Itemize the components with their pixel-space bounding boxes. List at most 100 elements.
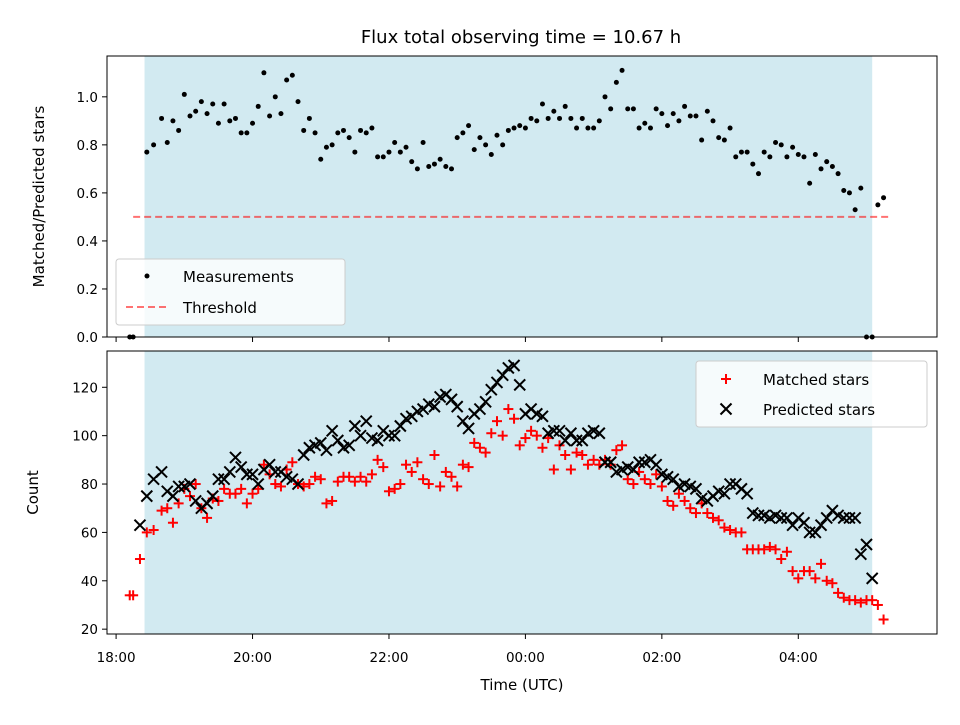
predicted-point	[627, 463, 640, 476]
predicted-point	[172, 480, 185, 493]
measurement-point	[630, 106, 636, 112]
predicted-point-b	[291, 477, 305, 491]
predicted-point-b	[314, 436, 327, 450]
predicted-point-b	[553, 424, 566, 438]
top-panel: 0.0 0.2 0.4 0.6 0.8 1.0 Matched/Predicted sta…	[30, 55, 938, 346]
top-y-axis-label: Matched/Predicted stars	[30, 106, 48, 288]
predicted-point-b	[678, 477, 691, 491]
predicted-point-b	[604, 456, 617, 469]
predicted-point-b	[536, 410, 549, 423]
predicted-point-b	[649, 458, 663, 471]
measurement-point	[528, 115, 534, 121]
predicted-point	[462, 422, 475, 435]
measurement-point	[613, 79, 619, 85]
predicted-point-b	[422, 398, 435, 411]
predicted-point-b	[860, 538, 873, 551]
predicted-point-b	[450, 400, 464, 413]
matched-point	[253, 483, 264, 494]
predicted-point-b	[803, 526, 816, 539]
measurement-point	[676, 118, 682, 124]
predicted-point	[667, 472, 680, 486]
top-axes-frame	[106, 55, 938, 338]
matched-point	[167, 517, 178, 528]
predicted-point	[689, 482, 703, 496]
measurement-point	[795, 151, 801, 157]
predicted-point-b	[394, 419, 407, 433]
predicted-point	[848, 511, 862, 525]
bottom-ytick-label: 60	[81, 525, 98, 541]
measurement-point	[295, 99, 301, 105]
matched-point	[725, 524, 736, 535]
matched-point	[304, 479, 315, 490]
matched-point	[202, 512, 213, 523]
predicted-point-b	[655, 468, 669, 481]
predicted-point	[166, 489, 180, 503]
predicted-point-b	[797, 516, 811, 529]
measurement-point	[363, 130, 369, 136]
predicted-point-b	[485, 383, 498, 396]
measurement-point	[176, 127, 182, 133]
matched-point	[258, 459, 269, 470]
predicted-point-b	[723, 477, 737, 491]
bottom-legend: Matched stars Predicted stars	[695, 360, 928, 428]
measurement-point	[449, 166, 455, 172]
measurement-point	[858, 185, 864, 191]
matched-point	[611, 445, 622, 456]
predicted-point	[394, 419, 407, 433]
top-legend: Measurements Threshold	[115, 258, 346, 326]
bottom-ytick-label: 40	[81, 574, 98, 590]
matched-point	[662, 495, 673, 506]
predicted-point	[348, 419, 362, 433]
predicted-point	[297, 448, 310, 462]
measurement-point	[778, 142, 784, 148]
matched-point	[781, 546, 792, 557]
measurement-point	[244, 130, 250, 136]
measurement-point	[505, 127, 511, 133]
matched-point	[497, 430, 508, 441]
legend-threshold-label: Threshold	[182, 299, 257, 317]
predicted-point-b	[865, 572, 879, 585]
predicted-point-b	[746, 506, 760, 520]
matched-point	[821, 575, 832, 586]
matched-point	[349, 476, 360, 487]
measurement-point	[477, 135, 483, 141]
matched-point	[622, 474, 633, 485]
measurement-point	[642, 120, 648, 126]
matched-point	[867, 595, 878, 606]
measurement-point	[215, 120, 221, 126]
matched-point	[548, 464, 559, 475]
measurement-point	[255, 103, 261, 109]
matched-point	[708, 512, 719, 523]
predicted-point	[496, 368, 509, 382]
xtick-label: 20:00	[233, 650, 272, 666]
measurement-point	[335, 130, 341, 136]
measurement-point	[380, 154, 386, 160]
measurement-point	[699, 137, 705, 143]
matched-point	[804, 566, 815, 577]
predicted-point	[649, 458, 663, 471]
matched-point	[855, 597, 866, 608]
predicted-point	[780, 511, 794, 525]
predicted-point	[252, 477, 265, 491]
measurement-point	[159, 115, 165, 121]
measurement-point	[369, 125, 375, 131]
matched-point	[287, 457, 298, 468]
measurement-point	[409, 159, 415, 165]
predicted-point-b	[507, 359, 521, 372]
predicted-point	[797, 516, 811, 529]
predicted-point	[240, 468, 254, 481]
legend-predicted-glyph-b	[719, 402, 733, 416]
predicted-point	[865, 572, 879, 585]
predicted-point	[320, 443, 333, 457]
top-axis-ticks: 0.0 0.2 0.4 0.6 0.8 1.0	[77, 90, 799, 346]
measurement-point	[733, 154, 739, 160]
measurement-point	[204, 111, 210, 117]
matched-point	[463, 462, 474, 473]
bottom-ytick-label: 20	[81, 622, 98, 638]
predicted-point-b	[558, 434, 572, 447]
legend-predicted-label: Predicted stars	[763, 401, 875, 419]
predicted-point	[445, 393, 458, 406]
predicted-point-b	[627, 463, 640, 476]
measurement-point	[301, 127, 307, 133]
predicted-point	[212, 472, 225, 486]
